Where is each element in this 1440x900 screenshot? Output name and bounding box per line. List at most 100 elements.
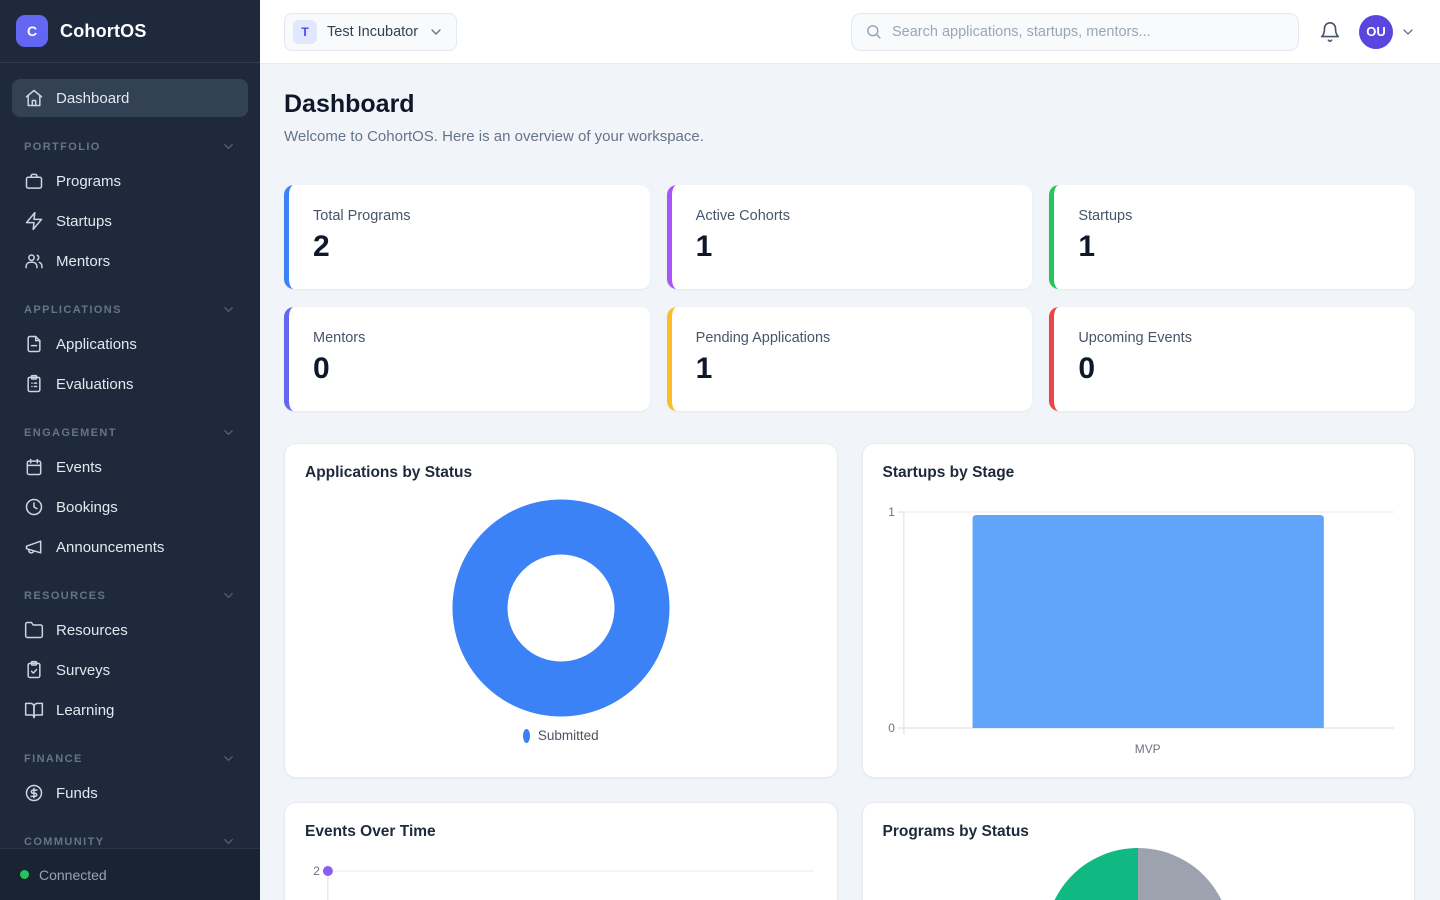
sidebar-item-label: Funds	[56, 784, 98, 802]
stat-label: Upcoming Events	[1078, 330, 1192, 346]
stat-value: 0	[1078, 352, 1096, 385]
dollar-circle-icon	[25, 784, 43, 802]
sidebar-item-programs[interactable]: Programs	[12, 162, 248, 200]
pie	[1054, 848, 1222, 900]
stat-value: 1	[695, 230, 713, 263]
sidebar-nav: Dashboard PORTFOLIO Programs Startups Me…	[0, 63, 260, 900]
pie-chart	[883, 841, 1395, 900]
stat-card-active-cohorts: Active Cohorts 1	[666, 185, 1033, 289]
chart-applications-by-status: Applications by Status Submitted	[284, 443, 838, 778]
sidebar-section-finance[interactable]: FINANCE	[12, 731, 248, 774]
sidebar-section-applications[interactable]: APPLICATIONS	[12, 282, 248, 325]
chevron-down-icon	[1403, 28, 1413, 35]
sidebar-section-community[interactable]: COMMUNITY	[12, 814, 248, 857]
calendar-icon	[26, 458, 42, 476]
sidebar-item-learning[interactable]: Learning	[12, 691, 248, 729]
search-icon	[867, 25, 881, 39]
section-label: ENGAGEMENT	[24, 426, 117, 439]
sidebar: C CohortOS Dashboard PORTFOLIO Programs …	[0, 0, 260, 900]
sidebar-item-label: Announcements	[56, 538, 165, 556]
xtick-mvp: MVP	[1134, 742, 1160, 756]
status-text: Connected	[39, 866, 107, 883]
chevron-down-icon	[224, 144, 233, 149]
sidebar-item-label: Surveys	[56, 661, 111, 679]
status-dot	[20, 870, 29, 879]
legend-label: Submitted	[537, 728, 599, 743]
notifications-button[interactable]	[1319, 21, 1341, 43]
users-icon	[25, 254, 43, 269]
sidebar-item-mentors[interactable]: Mentors	[12, 242, 248, 280]
chart-title: Startups by Stage	[882, 464, 1015, 481]
sidebar-item-label: Bookings	[56, 498, 118, 516]
org-selector[interactable]: T Test Incubator	[284, 12, 458, 51]
section-label: FINANCE	[24, 752, 83, 765]
avatar: OU	[1359, 14, 1393, 49]
file-text-icon	[27, 335, 41, 353]
stat-card-mentors: Mentors 0	[284, 307, 650, 411]
bar-chart: 1 0 MVP	[888, 505, 1394, 756]
sidebar-section-engagement[interactable]: ENGAGEMENT	[12, 405, 248, 448]
chart-title: Programs by Status	[882, 823, 1029, 840]
sidebar-section-resources[interactable]: RESOURCES	[12, 568, 248, 611]
stat-card-startups: Startups 1	[1049, 185, 1415, 289]
chevron-down-icon	[431, 28, 441, 35]
stat-label: Pending Applications	[695, 330, 831, 346]
stat-value: 0	[313, 352, 330, 385]
section-label: PORTFOLIO	[24, 140, 101, 153]
sidebar-item-announcements[interactable]: Announcements	[12, 528, 248, 566]
main-column: T Test Incubator OU Dashboard Welcome to…	[260, 0, 1440, 900]
app-logo: C CohortOS	[0, 0, 260, 62]
search-box	[851, 12, 1299, 51]
sidebar-item-bookings[interactable]: Bookings	[12, 488, 248, 526]
section-label: RESOURCES	[24, 589, 107, 602]
stat-label: Mentors	[313, 330, 366, 346]
sidebar-item-label: Programs	[56, 172, 122, 190]
section-label: COMMUNITY	[24, 835, 105, 848]
sidebar-item-surveys[interactable]: Surveys	[12, 651, 248, 689]
clipboard-list-icon	[27, 374, 41, 393]
stat-card-total-programs: Total Programs 2	[284, 185, 650, 289]
bell-icon	[1320, 21, 1340, 42]
sidebar-section-portfolio[interactable]: PORTFOLIO	[12, 119, 248, 162]
search-input[interactable]	[892, 23, 1285, 40]
stat-value: 1	[695, 352, 713, 385]
sidebar-item-applications[interactable]: Applications	[12, 325, 248, 363]
ytick-2: 2	[313, 864, 320, 878]
user-menu[interactable]: OU	[1359, 14, 1416, 49]
donut-ring	[452, 499, 670, 717]
chart-legend: Submitted	[522, 728, 599, 743]
sidebar-item-events[interactable]: Events	[12, 448, 248, 486]
sidebar-item-startups[interactable]: Startups	[12, 202, 248, 240]
sidebar-item-evaluations[interactable]: Evaluations	[12, 365, 248, 403]
clipboard-check-icon	[27, 660, 41, 679]
logo-icon: C	[16, 15, 48, 47]
sidebar-item-label: Evaluations	[56, 375, 134, 393]
zap-icon	[25, 211, 43, 231]
chevron-down-icon	[224, 307, 233, 312]
book-open-icon	[24, 702, 44, 719]
chevron-down-icon	[224, 839, 233, 844]
stat-card-pending-applications: Pending Applications 1	[666, 307, 1033, 411]
clock-icon	[25, 498, 43, 516]
divider	[0, 62, 260, 63]
line-chart: 2	[313, 864, 814, 900]
chart-title: Events Over Time	[305, 823, 436, 840]
org-name: Test Incubator	[327, 23, 419, 40]
sidebar-item-dashboard[interactable]: Dashboard	[12, 79, 248, 117]
stat-card-upcoming-events: Upcoming Events 0	[1049, 307, 1415, 411]
sidebar-item-funds[interactable]: Funds	[12, 774, 248, 812]
sidebar-item-label: Dashboard	[56, 89, 130, 107]
folder-icon	[24, 621, 44, 639]
briefcase-icon	[25, 173, 43, 189]
donut-chart: Submitted	[305, 482, 817, 743]
pie-slice-gray	[1138, 848, 1222, 900]
charts-row-2: Events Over Time 2 Programs by Status	[284, 802, 1415, 900]
sidebar-item-label: Applications	[56, 335, 137, 353]
chart-programs-by-status: Programs by Status	[861, 802, 1415, 900]
sidebar-item-label: Learning	[56, 701, 115, 719]
org-badge: T	[293, 19, 317, 44]
sidebar-item-label: Mentors	[56, 252, 111, 270]
sidebar-item-resources[interactable]: Resources	[12, 611, 248, 649]
megaphone-icon	[25, 540, 42, 554]
